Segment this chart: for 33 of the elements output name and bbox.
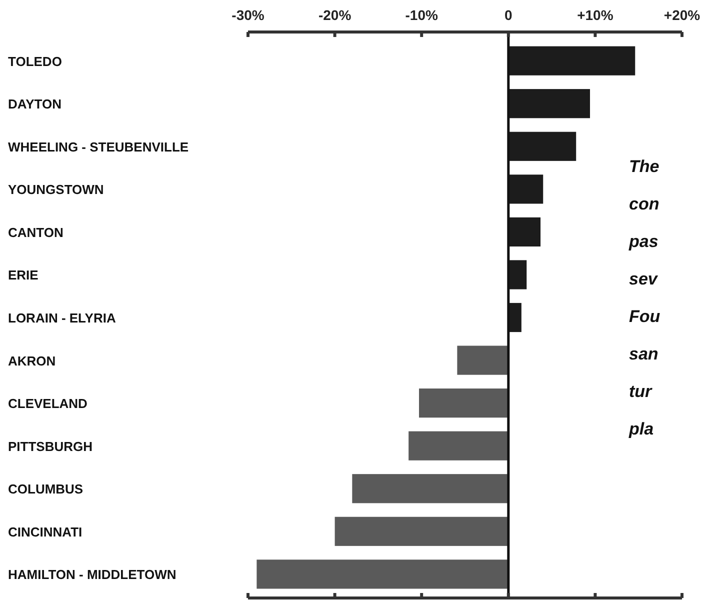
annotation: sev <box>629 270 659 288</box>
annotation: pla <box>628 420 654 438</box>
bar <box>457 346 508 375</box>
annotation: Fou <box>629 307 661 326</box>
y-tick-label: CANTON <box>8 224 64 240</box>
bar <box>408 431 508 460</box>
annotation: The <box>629 157 660 176</box>
x-tick-label: -20% <box>318 7 352 23</box>
y-tick-label: CLEVELAND <box>8 396 88 412</box>
annotation: pas <box>628 232 658 251</box>
y-tick-label: ERIE <box>8 268 39 283</box>
y-tick-label: AKRON <box>8 353 56 368</box>
y-tick-label: TOLEDO <box>8 54 62 69</box>
y-tick-label: WHEELING - STEUBENVILLE <box>8 139 189 154</box>
y-tick-label: CINCINNATI <box>8 524 82 540</box>
x-tick-label: 0 <box>504 7 512 23</box>
y-tick-label: YOUNGSTOWN <box>8 182 104 198</box>
y-tick-label: LORAIN - ELYRIA <box>8 310 116 326</box>
y-tick-label: PITTSBURGH <box>8 438 92 454</box>
bar <box>352 474 508 504</box>
bar <box>334 516 508 546</box>
annotation: tur <box>629 382 654 401</box>
x-tick-label: +10% <box>577 7 614 23</box>
annotation: con <box>629 194 660 214</box>
annotation: san <box>629 344 658 364</box>
bar <box>256 560 508 589</box>
x-tick-label: +20% <box>664 7 701 23</box>
x-tick-label: -30% <box>232 7 265 23</box>
y-tick-label: COLUMBUS <box>8 482 84 497</box>
y-tick-label: HAMILTON - MIDDLETOWN <box>8 567 176 582</box>
y-tick-label: DAYTON <box>8 96 62 112</box>
bar <box>418 388 508 418</box>
x-tick-label: -10% <box>405 7 438 23</box>
